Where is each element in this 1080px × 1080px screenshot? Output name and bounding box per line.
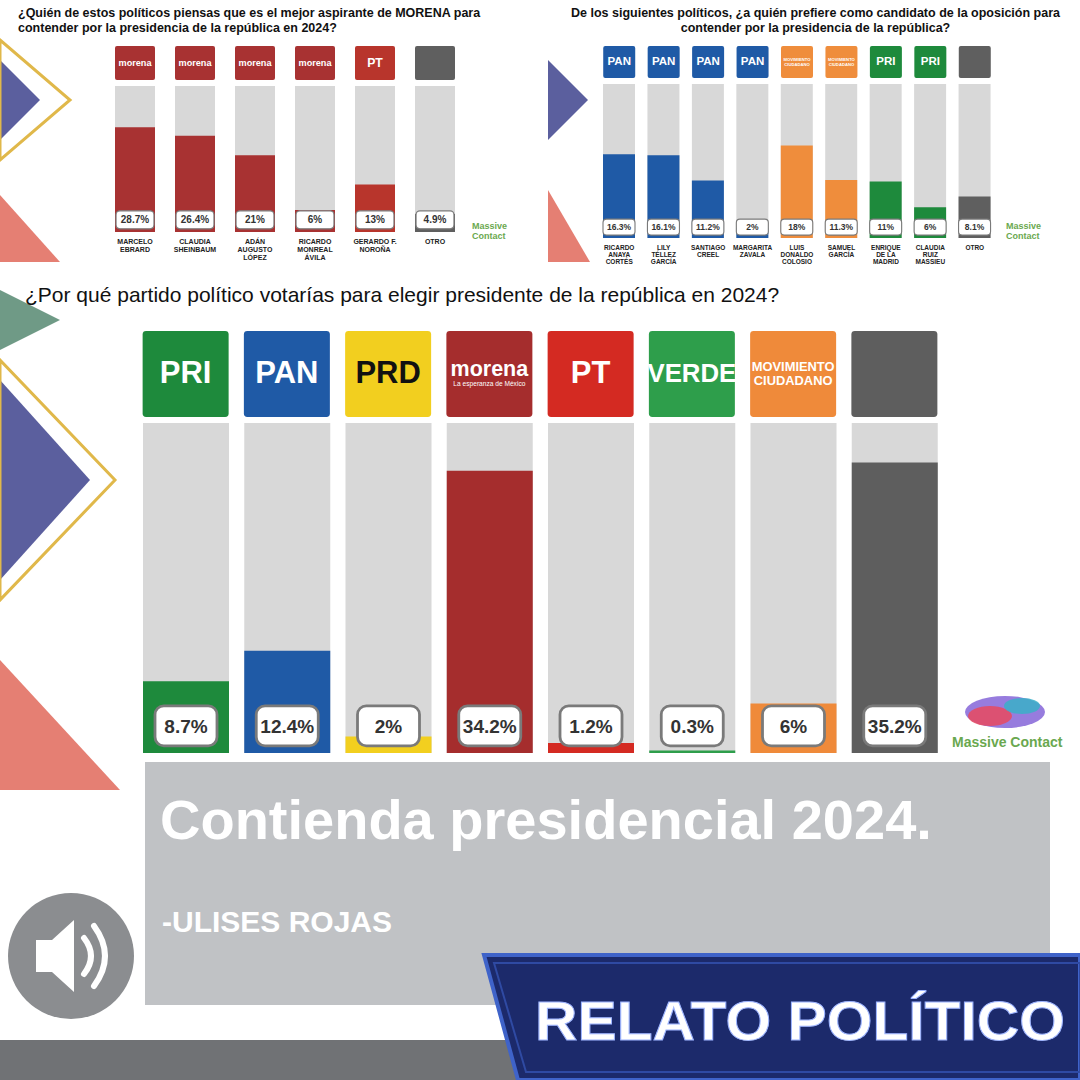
svg-text:12.4%: 12.4% [260, 716, 314, 737]
svg-text:0.3%: 0.3% [671, 716, 714, 737]
svg-text:MOVIMIENTO: MOVIMIENTO [828, 57, 855, 62]
svg-text:16.3%: 16.3% [607, 222, 632, 232]
svg-text:11.2%: 11.2% [696, 222, 720, 232]
svg-text:VERDE: VERDE [647, 359, 736, 387]
html-text:¿Quién de estos políticos pien: ¿Quién de estos políticos piensas que es… [18, 6, 481, 35]
svg-text:1.2%: 1.2% [569, 716, 612, 737]
svg-text:11%: 11% [877, 222, 894, 232]
svg-text:DE LA: DE LA [876, 251, 896, 258]
svg-text:COLOSIO: COLOSIO [782, 258, 812, 265]
svg-text:21%: 21% [245, 214, 265, 225]
svg-text:PT: PT [571, 355, 611, 390]
svg-text:SAMUEL: SAMUEL [828, 244, 855, 251]
svg-text:SANTIAGO: SANTIAGO [691, 244, 725, 251]
svg-text:CORTÉS: CORTÉS [606, 257, 634, 265]
svg-text:CLAUDIA: CLAUDIA [179, 238, 211, 245]
svg-text:CLAUDIA: CLAUDIA [916, 244, 946, 251]
svg-text:6%: 6% [308, 214, 323, 225]
svg-text:PAN: PAN [607, 55, 630, 67]
svg-text:34.2%: 34.2% [463, 716, 517, 737]
svg-text:CIUDADANO: CIUDADANO [829, 62, 855, 67]
html-text:De los siguientes políticos, ¿: De los siguientes políticos, ¿a quién pr… [571, 6, 1060, 35]
svg-text:LÓPEZ: LÓPEZ [243, 253, 267, 261]
svg-text:GERARDO F.: GERARDO F. [353, 238, 396, 245]
svg-text:GARCÍA: GARCÍA [651, 257, 677, 265]
svg-text:28.7%: 28.7% [121, 214, 149, 225]
svg-text:18%: 18% [788, 222, 805, 232]
svg-text:SHEINBAUM: SHEINBAUM [174, 246, 217, 253]
svg-text:13%: 13% [365, 214, 385, 225]
svg-text:NOROÑA: NOROÑA [359, 245, 390, 253]
html-text:Massive Contact: Massive Contact [952, 734, 1063, 750]
svg-text:RICARDO: RICARDO [604, 244, 634, 251]
svg-text:PAN: PAN [652, 55, 675, 67]
html-text:Contienda presidencial 2024.: Contienda presidencial 2024. [160, 788, 932, 851]
svg-text:ÁVILA: ÁVILA [305, 253, 326, 261]
svg-text:MARCELO: MARCELO [117, 238, 153, 245]
svg-text:OTRO: OTRO [965, 244, 984, 251]
svg-text:AUGUSTO: AUGUSTO [238, 246, 273, 253]
svg-text:PRD: PRD [355, 355, 420, 390]
svg-text:RICARDO: RICARDO [299, 238, 332, 245]
svg-text:RUIZ: RUIZ [923, 251, 938, 258]
svg-text:DONALDO: DONALDO [781, 251, 814, 258]
svg-text:PAN: PAN [255, 355, 318, 390]
svg-text:ADÁN: ADÁN [245, 237, 265, 245]
svg-text:LUIS: LUIS [790, 244, 805, 251]
svg-text:PAN: PAN [741, 55, 764, 67]
svg-text:2%: 2% [746, 222, 759, 232]
svg-text:6%: 6% [780, 716, 808, 737]
svg-text:16.1%: 16.1% [651, 222, 676, 232]
svg-text:2%: 2% [375, 716, 403, 737]
svg-text:morena: morena [179, 58, 213, 68]
svg-text:11.3%: 11.3% [829, 222, 853, 232]
svg-text:morena: morena [119, 58, 153, 68]
svg-text:morena: morena [451, 357, 530, 381]
svg-text:PRI: PRI [876, 55, 895, 67]
svg-text:PAN: PAN [696, 55, 719, 67]
svg-text:morena: morena [299, 58, 333, 68]
svg-text:26.4%: 26.4% [181, 214, 209, 225]
svg-text:CIUDADANO: CIUDADANO [784, 62, 810, 67]
svg-text:MOVIMIENTO: MOVIMIENTO [783, 57, 811, 62]
svg-text:La esperanza de México: La esperanza de México [453, 380, 525, 388]
svg-text:4.9%: 4.9% [424, 214, 447, 225]
html-text:¿Por qué partido político vota: ¿Por qué partido político votarías para … [25, 283, 780, 306]
html-text:-ULISES ROJAS: -ULISES ROJAS [162, 905, 392, 938]
html-text:Massive Contact: Massive Contact [472, 221, 507, 241]
svg-text:CIUDADANO: CIUDADANO [754, 373, 833, 388]
svg-text:RELATO POLÍTICO: RELATO POLÍTICO [535, 989, 1065, 1052]
svg-text:8.1%: 8.1% [965, 222, 985, 232]
svg-text:CREEL: CREEL [697, 251, 719, 258]
svg-text:LILY: LILY [657, 244, 671, 251]
svg-text:GARCÍA: GARCÍA [829, 250, 855, 258]
svg-text:ANAYA: ANAYA [608, 251, 630, 258]
svg-text:ZAVALA: ZAVALA [740, 251, 766, 258]
svg-text:OTRO: OTRO [425, 238, 446, 245]
svg-text:MOVIMIENTO: MOVIMIENTO [752, 359, 835, 374]
svg-text:PT: PT [367, 56, 383, 70]
svg-text:MASSIEU: MASSIEU [916, 258, 946, 265]
svg-text:MARGARITA: MARGARITA [733, 244, 773, 251]
svg-text:MONREAL: MONREAL [297, 246, 333, 253]
svg-text:TÉLLEZ: TÉLLEZ [651, 250, 676, 258]
svg-text:8.7%: 8.7% [164, 716, 207, 737]
html-text:Massive Contact: Massive Contact [1006, 221, 1041, 241]
svg-text:EBRARD: EBRARD [120, 246, 150, 253]
svg-text:PRI: PRI [921, 55, 940, 67]
svg-text:6%: 6% [924, 222, 937, 232]
svg-text:35.2%: 35.2% [868, 716, 922, 737]
svg-text:morena: morena [239, 58, 273, 68]
svg-text:PRI: PRI [160, 355, 212, 390]
svg-text:MADRID: MADRID [873, 258, 899, 265]
svg-text:ENRIQUE: ENRIQUE [871, 243, 901, 251]
